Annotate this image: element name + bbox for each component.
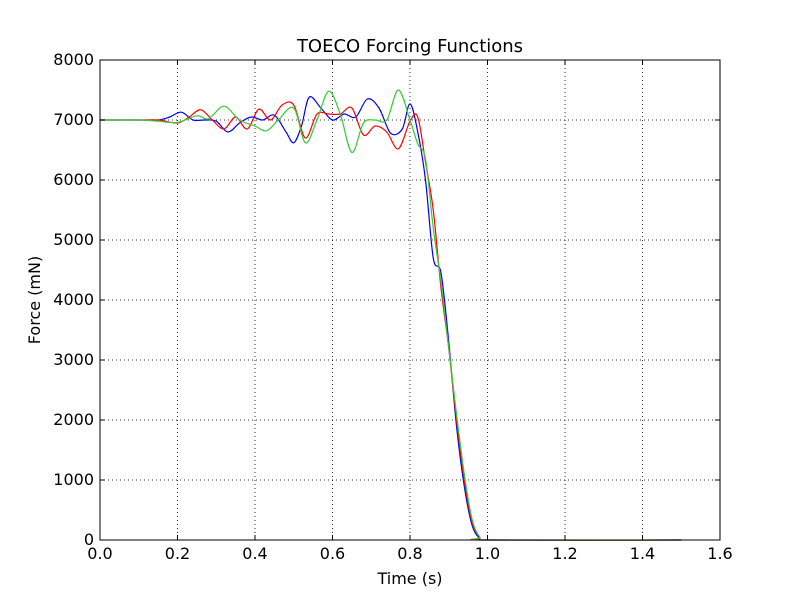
y-tick-label: 0	[84, 530, 94, 549]
series-lines	[99, 89, 682, 541]
y-tick-label: 4000	[53, 290, 94, 309]
axis-ticks: 0.0 0.2 0.4 0.6 0.8 1.0 1.2 1.4 1.6 0 1000 2000 3000…	[53, 50, 732, 563]
series-line-blue	[100, 96, 682, 541]
y-tick-label: 1000	[53, 470, 94, 489]
y-tick-label: 2000	[53, 410, 94, 429]
y-tick-label: 7000	[53, 110, 94, 129]
x-axis-label: Time (s)	[376, 569, 442, 588]
y-tick-label: 6000	[53, 170, 94, 189]
y-tick-label: 8000	[53, 50, 94, 69]
gridlines	[100, 60, 720, 540]
x-tick-label: 1.2	[552, 544, 577, 563]
x-tick-label: 1.0	[475, 544, 500, 563]
x-tick-label: 0.6	[320, 544, 345, 563]
series-line-red	[100, 101, 682, 541]
x-tick-label: 0.8	[397, 544, 422, 563]
plot-frame	[99, 59, 721, 541]
series-line-green	[99, 89, 682, 541]
y-tick-label: 3000	[53, 350, 94, 369]
y-axis-label: Force (mN)	[25, 256, 44, 344]
x-tick-label: 0.4	[242, 544, 267, 563]
x-tick-label: 0.0	[87, 544, 112, 563]
x-tick-label: 1.4	[630, 544, 655, 563]
x-tick-label: 1.6	[707, 544, 732, 563]
y-tick-label: 5000	[53, 230, 94, 249]
chart-title: TOECO Forcing Functions	[296, 36, 523, 57]
x-tick-label: 0.2	[165, 544, 190, 563]
